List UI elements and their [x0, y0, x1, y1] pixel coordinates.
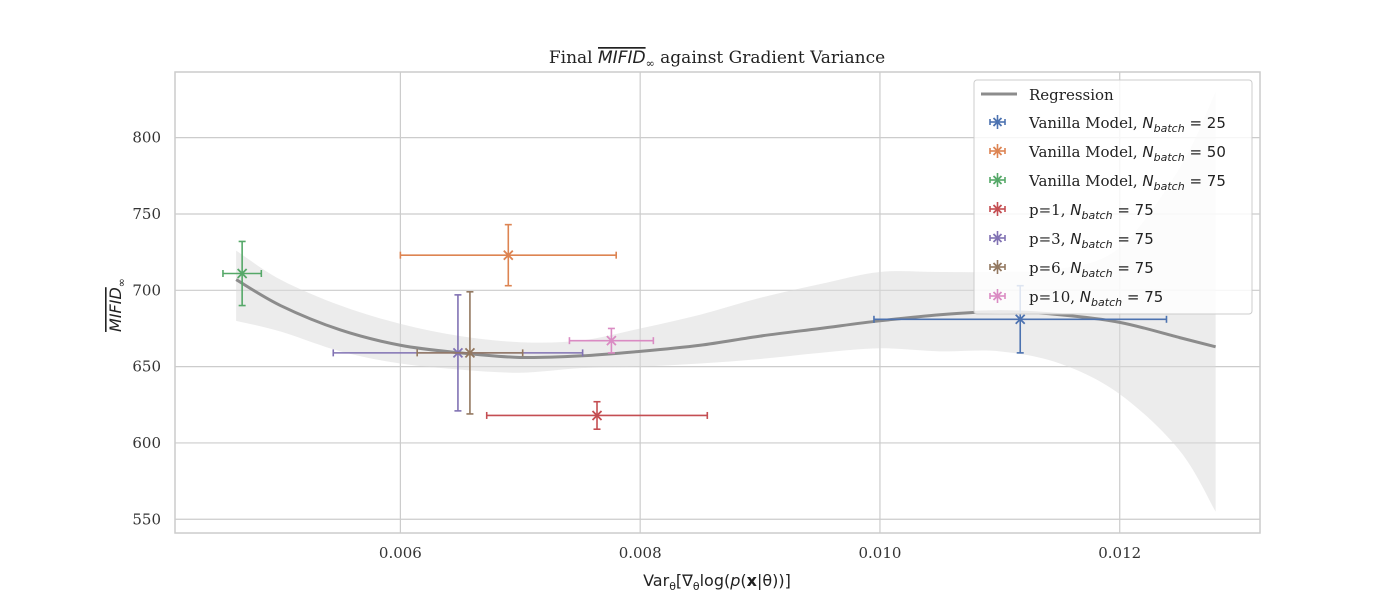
y-tick-label: 800 — [132, 129, 161, 147]
legend-item-3: Vanilla Model, Nbatch = 75 — [989, 172, 1226, 193]
legend-label: Vanilla Model, Nbatch = 75 — [1028, 172, 1226, 193]
legend-item-7: p=10, Nbatch = 75 — [989, 288, 1163, 309]
y-axis-ticks: 550 600 650 700 750 800 — [132, 129, 161, 529]
x-axis-ticks: 0.006 0.008 0.010 0.012 — [379, 544, 1141, 562]
x-marker — [464, 347, 476, 359]
y-tick-label: 750 — [132, 205, 161, 223]
x-marker — [237, 268, 248, 279]
plot-frame — [174, 71, 1261, 534]
y-tick-label: 650 — [132, 358, 161, 376]
series-point-3 — [222, 240, 263, 307]
title-math: MIFID — [598, 48, 646, 68]
series-point-6 — [416, 291, 524, 415]
chart-title: Final MIFID∞ against Gradient Variance — [549, 48, 885, 70]
legend-box — [973, 79, 1253, 315]
legend-label: p=3, Nbatch = 75 — [1029, 230, 1154, 251]
title-suffix: against Gradient Variance — [655, 48, 885, 68]
legend-label: Vanilla Model, Nbatch = 25 — [1028, 114, 1226, 135]
legend-label: Vanilla Model, Nbatch = 50 — [1028, 143, 1226, 164]
y-tick-label: 550 — [132, 510, 161, 528]
x-axis-label: Varθ[∇θlog(p(x|θ))] — [643, 571, 791, 593]
legend-label: p=1, Nbatch = 75 — [1029, 201, 1154, 222]
regression-line — [235, 278, 1217, 360]
x-marker — [591, 410, 603, 421]
x-tick-label: 0.010 — [858, 544, 901, 562]
legend-marker — [992, 146, 1003, 156]
legend-item-5: p=3, Nbatch = 75 — [989, 230, 1154, 251]
x-marker — [503, 250, 514, 261]
title-subscript: ∞ — [646, 57, 655, 70]
legend-label: p=10, Nbatch = 75 — [1029, 288, 1163, 309]
legend-item-2: Vanilla Model, Nbatch = 50 — [989, 143, 1226, 164]
legend-item-1: Vanilla Model, Nbatch = 25 — [989, 114, 1226, 135]
y-tick-label: 700 — [132, 281, 161, 299]
legend-marker — [992, 204, 1003, 214]
legend-marker — [992, 262, 1003, 272]
series-point-2 — [399, 223, 617, 287]
legend-item-6: p=6, Nbatch = 75 — [989, 259, 1154, 280]
y-axis-label: MIFID∞ — [106, 278, 128, 332]
legend-items: Vanilla Model, Nbatch = 25 Vanilla Model,… — [989, 114, 1226, 309]
legend-marker — [992, 233, 1003, 243]
legend-label: p=6, Nbatch = 75 — [1029, 259, 1154, 280]
legend-regression-label: Regression — [1029, 86, 1114, 104]
x-marker — [606, 335, 617, 346]
x-tick-label: 0.008 — [619, 544, 662, 562]
legend-marker — [992, 175, 1003, 185]
title-prefix: Final — [549, 48, 598, 68]
series-point-7 — [568, 327, 655, 354]
legend-marker — [992, 291, 1003, 301]
legend: Regression Vanilla Model, Nbatch = 25Van… — [973, 79, 1253, 315]
series-point-4 — [485, 400, 709, 430]
legend-marker — [992, 117, 1003, 127]
legend-item-4: p=1, Nbatch = 75 — [989, 201, 1154, 222]
x-tick-label: 0.012 — [1098, 544, 1141, 562]
x-marker — [1015, 314, 1026, 325]
x-tick-label: 0.006 — [379, 544, 422, 562]
y-tick-label: 600 — [132, 434, 161, 452]
